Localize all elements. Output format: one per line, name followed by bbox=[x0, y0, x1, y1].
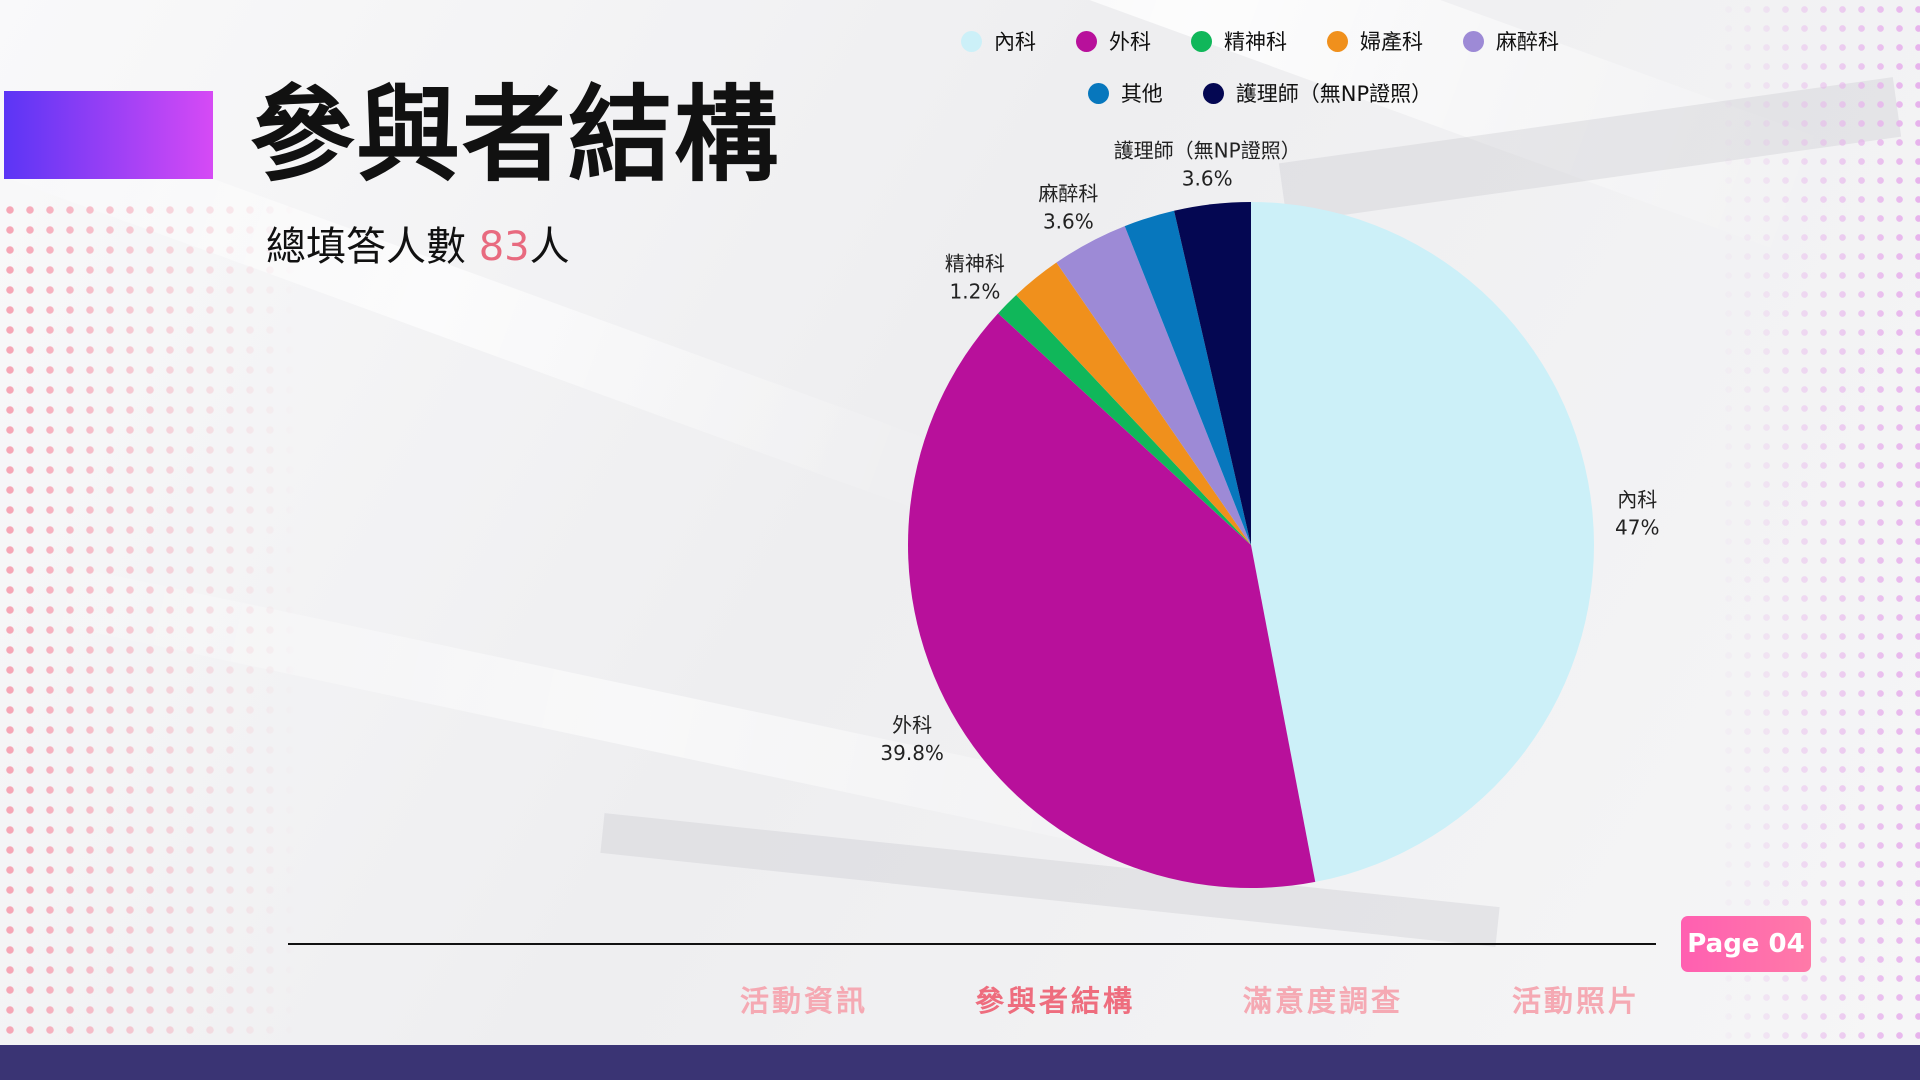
pie-slice bbox=[1124, 210, 1251, 545]
slice-value-label: 1.2% bbox=[950, 279, 1001, 303]
legend-item: 麻醉科 bbox=[1463, 26, 1559, 56]
respondent-count-suffix: 人 bbox=[529, 224, 570, 270]
legend-swatch bbox=[1202, 82, 1224, 104]
slice-value-label: 3.6% bbox=[1043, 210, 1094, 234]
chart-legend: 內科 外科 精神科 婦產科 麻醉科 其他 護理師（無NP證照） bbox=[900, 26, 1620, 130]
pie-slice bbox=[1016, 262, 1251, 545]
slice-value-label: 3.6% bbox=[1182, 166, 1233, 190]
page-number-badge: Page 04 bbox=[1681, 916, 1811, 972]
footer-divider bbox=[288, 943, 1656, 945]
legend-item: 護理師（無NP證照） bbox=[1202, 78, 1433, 108]
nav-link-activity-photos[interactable]: 活動照片 bbox=[1512, 984, 1641, 1018]
title-accent-bar bbox=[4, 91, 213, 179]
slice-name-label: 內科 bbox=[1617, 487, 1657, 511]
slice-value-label: 39.8% bbox=[880, 741, 944, 765]
slice-name-label: 護理師（無NP證照） bbox=[1114, 138, 1301, 162]
decorative-dot-pattern-right bbox=[1700, 0, 1920, 1040]
respondent-count-number: 83 bbox=[478, 224, 530, 270]
legend-label: 婦產科 bbox=[1360, 30, 1423, 54]
respondent-count-prefix: 總填答人數 bbox=[266, 224, 479, 270]
legend-label: 內科 bbox=[994, 30, 1036, 54]
respondent-count: 總填答人數 83人 bbox=[266, 214, 570, 272]
legend-swatch bbox=[1327, 30, 1348, 52]
page-title: 參與者結構 bbox=[250, 74, 781, 196]
legend-label: 麻醉科 bbox=[1496, 30, 1559, 54]
pie-slice bbox=[1174, 202, 1251, 545]
legend-label: 精神科 bbox=[1224, 30, 1287, 54]
nav-link-participant-structure[interactable]: 參與者結構 bbox=[975, 984, 1136, 1018]
legend-item: 內科 bbox=[961, 26, 1036, 56]
pie-slice bbox=[1251, 202, 1595, 882]
legend-row-1: 內科 外科 精神科 婦產科 麻醉科 bbox=[900, 26, 1620, 56]
nav-link-activity-info[interactable]: 活動資訊 bbox=[740, 984, 869, 1018]
legend-item: 婦產科 bbox=[1327, 26, 1423, 56]
slice-value-label: 47% bbox=[1615, 515, 1659, 539]
legend-label: 其他 bbox=[1120, 82, 1163, 106]
pie-slice bbox=[908, 313, 1316, 888]
legend-swatch bbox=[961, 30, 982, 52]
legend-label: 護理師（無NP證照） bbox=[1235, 82, 1433, 106]
pie-slice bbox=[998, 294, 1251, 545]
bottom-bar bbox=[0, 1045, 1920, 1080]
legend-swatch bbox=[1076, 30, 1097, 52]
slice-name-label: 精神科 bbox=[945, 251, 1005, 275]
legend-label: 外科 bbox=[1109, 30, 1151, 54]
legend-swatch bbox=[1463, 30, 1484, 52]
legend-item: 其他 bbox=[1087, 78, 1163, 108]
slice-name-label: 麻醉科 bbox=[1038, 182, 1098, 206]
decorative-dot-pattern-left bbox=[0, 200, 330, 1080]
nav-link-satisfaction-survey[interactable]: 滿意度調查 bbox=[1243, 984, 1404, 1018]
legend-swatch bbox=[1087, 82, 1109, 104]
legend-row-2: 其他 護理師（無NP證照） bbox=[900, 78, 1620, 108]
slice-name-label: 外科 bbox=[892, 713, 932, 737]
legend-item: 精神科 bbox=[1191, 26, 1287, 56]
pie-slice bbox=[1056, 226, 1251, 545]
legend-item: 外科 bbox=[1076, 26, 1151, 56]
legend-swatch bbox=[1191, 30, 1212, 52]
